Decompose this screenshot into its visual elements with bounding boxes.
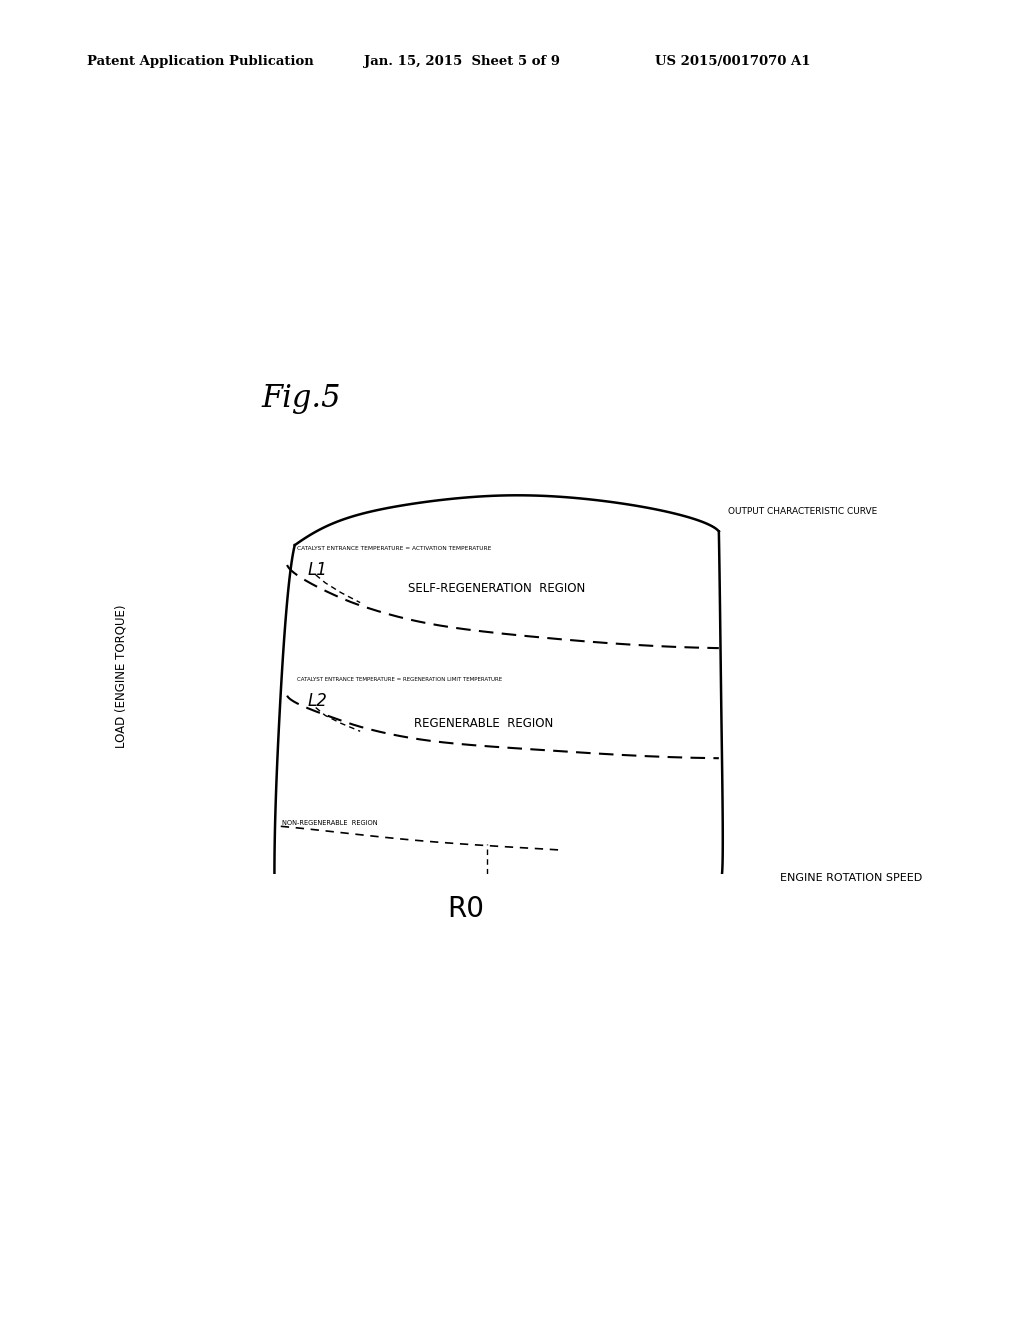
Text: OUTPUT CHARACTERISTIC CURVE: OUTPUT CHARACTERISTIC CURVE xyxy=(728,507,878,516)
Text: CATALYST ENTRANCE TEMPERATURE = REGENERATION LIMIT TEMPERATURE: CATALYST ENTRANCE TEMPERATURE = REGENERA… xyxy=(297,677,502,681)
Text: LOAD (ENGINE TORQUE): LOAD (ENGINE TORQUE) xyxy=(115,605,127,747)
Text: L2: L2 xyxy=(307,692,328,710)
Text: R0: R0 xyxy=(447,895,484,923)
Text: SELF-REGENERATION  REGION: SELF-REGENERATION REGION xyxy=(408,582,586,595)
Text: Fig.5: Fig.5 xyxy=(261,383,341,413)
Text: US 2015/0017070 A1: US 2015/0017070 A1 xyxy=(655,55,811,69)
Text: Jan. 15, 2015  Sheet 5 of 9: Jan. 15, 2015 Sheet 5 of 9 xyxy=(364,55,559,69)
Text: Patent Application Publication: Patent Application Publication xyxy=(87,55,313,69)
Text: ENGINE ROTATION SPEED: ENGINE ROTATION SPEED xyxy=(780,873,923,883)
Text: REGENERABLE  REGION: REGENERABLE REGION xyxy=(415,717,554,730)
Text: CATALYST ENTRANCE TEMPERATURE = ACTIVATION TEMPERATURE: CATALYST ENTRANCE TEMPERATURE = ACTIVATI… xyxy=(297,546,492,552)
Text: NON-REGENERABLE  REGION: NON-REGENERABLE REGION xyxy=(282,820,378,825)
Text: L1: L1 xyxy=(307,561,328,579)
